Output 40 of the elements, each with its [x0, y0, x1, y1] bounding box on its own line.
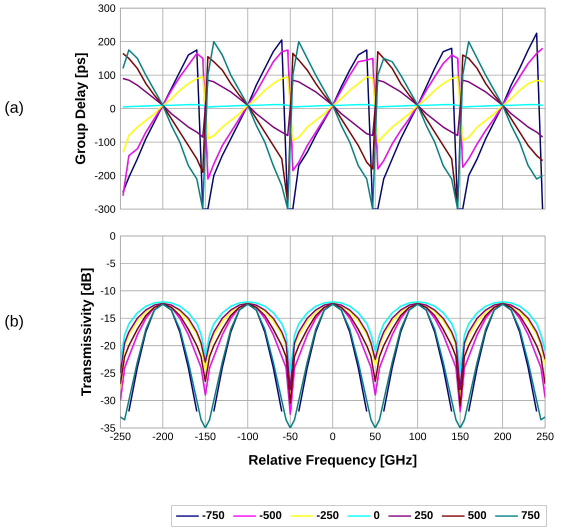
legend-label: -750	[202, 511, 224, 520]
y-tick-label: -30	[100, 397, 116, 405]
x-tick-label: 0	[330, 432, 336, 440]
text: (b)	[5, 315, 23, 330]
y-tick-label: 200	[98, 38, 116, 46]
x-tick-label: -100	[238, 432, 258, 440]
legend-label: 750	[522, 511, 540, 520]
y-tick-label: -20	[100, 342, 116, 350]
x-tick-label: 250	[536, 432, 554, 440]
x-tick-label: -200	[152, 432, 174, 440]
y-tick-label: -100	[94, 138, 116, 146]
legend-label: -500	[260, 511, 282, 520]
x-tick-label: 200	[494, 432, 512, 440]
x-tick-label: -50	[283, 432, 298, 440]
text: (a)	[5, 101, 23, 116]
line-series	[122, 76, 544, 154]
y-tick-label: -200	[94, 172, 116, 180]
y-axis-title: Transmissivity [dB]	[80, 268, 94, 396]
legend-label: -250	[316, 511, 338, 520]
y-tick-label: 0	[110, 232, 116, 240]
y-tick-label: -5	[106, 260, 116, 268]
x-axis-title: Relative Frequency [GHz]	[249, 454, 416, 468]
y-tick-label: -25	[100, 370, 116, 378]
legend-label: 250	[414, 511, 433, 520]
x-tick-label: 150	[452, 432, 469, 440]
y-tick-label: -15	[100, 314, 116, 322]
y-axis-title: Group Delay [ps]	[74, 54, 88, 164]
legend-label: 500	[468, 511, 486, 520]
line-series	[120, 301, 546, 374]
x-tick-label: -250	[110, 432, 131, 440]
x-tick-label: 100	[410, 432, 426, 440]
y-tick-label: 0	[110, 105, 116, 113]
y-tick-label: -35	[100, 424, 116, 432]
x-tick-label: -150	[195, 432, 216, 440]
y-tick-label: -10	[100, 287, 116, 295]
y-tick-label: 100	[98, 72, 116, 80]
x-tick-label: 50	[370, 432, 381, 440]
y-tick-label: 300	[98, 4, 116, 12]
y-tick-label: -300	[94, 206, 116, 214]
legend-label: 0	[374, 511, 380, 520]
